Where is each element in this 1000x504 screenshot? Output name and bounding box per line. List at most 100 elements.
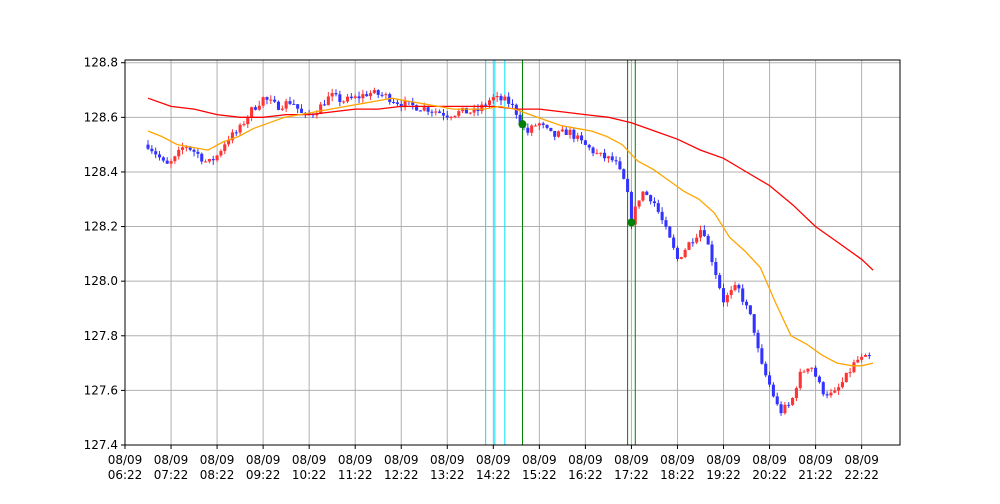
- candle-body: [161, 157, 165, 161]
- x-tick-label-time: 14:22: [476, 468, 511, 482]
- candle-body: [683, 249, 687, 258]
- x-tick-label-time: 08:22: [200, 468, 235, 482]
- candle-body: [238, 124, 242, 133]
- candle-body: [852, 362, 856, 373]
- signal-marker: [518, 120, 527, 129]
- moving-average-lines: [147, 97, 874, 367]
- candle-body: [250, 107, 254, 118]
- candle-body: [173, 156, 177, 162]
- y-tick-label: 127.8: [84, 329, 118, 343]
- x-tick-label-date: 08/09: [660, 453, 695, 467]
- candle-body: [614, 160, 618, 162]
- candle-body: [533, 125, 538, 127]
- candle-body: [775, 396, 779, 405]
- candle-body: [863, 355, 868, 357]
- candle-body: [200, 153, 204, 162]
- candle-body: [729, 290, 733, 296]
- candle-body: [215, 155, 219, 161]
- x-tick-label-time: 09:22: [246, 468, 281, 482]
- candle-body: [572, 129, 576, 139]
- candle-body: [741, 288, 745, 302]
- x-tick-label-date: 08/09: [568, 453, 603, 467]
- candle-body: [595, 152, 599, 154]
- x-tick-label-date: 08/09: [154, 453, 189, 467]
- candle-body: [587, 144, 591, 148]
- candle-body: [691, 242, 695, 244]
- candle-body: [177, 149, 181, 157]
- y-tick-label: 128.0: [84, 274, 118, 288]
- candle-body: [860, 356, 864, 360]
- candle-body: [269, 99, 273, 101]
- candle-body: [181, 147, 185, 150]
- plot-frame: [124, 59, 901, 446]
- candle-body: [415, 105, 419, 111]
- candle-body: [652, 201, 656, 204]
- candle-body: [307, 113, 311, 115]
- candle-body: [369, 93, 373, 97]
- x-tick-label-date: 08/09: [844, 453, 879, 467]
- candle-body: [188, 146, 192, 150]
- candle-body: [438, 111, 442, 113]
- signal-marker: [627, 218, 636, 227]
- y-tick-label: 127.6: [84, 383, 118, 397]
- candle-body: [330, 93, 334, 97]
- signal-markers: [518, 120, 636, 227]
- candle-body: [219, 151, 223, 156]
- candle-body: [783, 404, 787, 414]
- candle-body: [338, 94, 342, 102]
- candle-body: [848, 372, 852, 374]
- candle-body: [553, 130, 557, 137]
- candle-body: [837, 387, 841, 391]
- candle-body: [698, 230, 703, 238]
- candle-body: [779, 404, 783, 414]
- candle-body: [664, 220, 668, 227]
- candle-body: [725, 295, 729, 303]
- moving-average-line: [147, 97, 874, 367]
- candle-body: [687, 242, 691, 250]
- candle-body: [672, 237, 676, 248]
- candle-body: [257, 105, 261, 110]
- candle-body: [706, 236, 710, 245]
- candle-body: [495, 96, 499, 98]
- y-tick-label: 128.6: [84, 110, 118, 124]
- candle-body: [576, 135, 580, 139]
- candle-body: [280, 108, 284, 110]
- x-tick-label-date: 08/09: [752, 453, 787, 467]
- candle-body: [580, 135, 584, 141]
- candle-body: [487, 100, 492, 105]
- candle-body: [545, 124, 549, 128]
- candle-body: [626, 178, 630, 193]
- candle-body: [764, 363, 768, 376]
- candle-body: [395, 102, 399, 104]
- candle-body: [322, 104, 327, 106]
- candle-body: [768, 375, 772, 385]
- candle-body: [802, 371, 806, 373]
- candle-body: [560, 129, 564, 132]
- x-tick-label-time: 19:22: [706, 468, 741, 482]
- candle-body: [434, 111, 438, 113]
- x-tick-label-date: 08/09: [292, 453, 327, 467]
- candle-body: [810, 367, 814, 369]
- candle-body: [472, 108, 476, 113]
- candle-body: [165, 160, 169, 164]
- candle-body: [288, 101, 292, 104]
- candle-body: [299, 108, 304, 113]
- x-tick-label-time: 17:22: [614, 468, 649, 482]
- candle-body: [844, 372, 848, 383]
- candle-body: [204, 161, 208, 163]
- candle-body: [296, 104, 300, 109]
- candle-body: [518, 114, 522, 124]
- x-tick-label-time: 21:22: [798, 468, 833, 482]
- candle-body: [464, 107, 468, 114]
- candle-body: [418, 110, 422, 112]
- candle-body: [192, 149, 196, 152]
- candle-body: [737, 285, 741, 289]
- x-tick-label-date: 08/09: [798, 453, 833, 467]
- candle-body: [695, 237, 699, 243]
- candle-body: [507, 96, 511, 104]
- candle-body: [791, 397, 795, 405]
- candle-body: [794, 388, 798, 398]
- candle-body: [242, 124, 246, 126]
- candle-body: [445, 115, 449, 118]
- candle-body: [702, 230, 706, 237]
